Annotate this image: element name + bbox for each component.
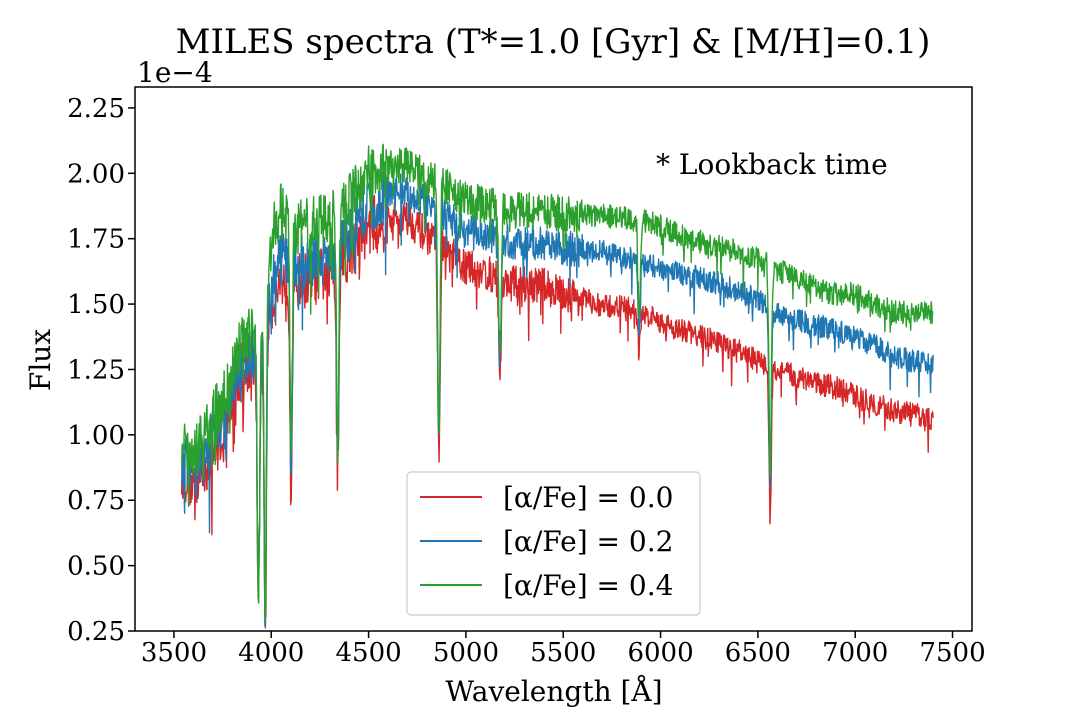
series-line <box>181 143 934 620</box>
x-tick-label: 7500 <box>919 638 985 668</box>
y-offset-label: 1e−4 <box>137 56 213 89</box>
x-tick-label: 6500 <box>725 638 791 668</box>
x-tick-label: 4000 <box>238 638 304 668</box>
legend-frame <box>406 471 701 616</box>
y-axis-label: Flux <box>24 329 57 391</box>
series-layer <box>181 143 934 629</box>
x-axis: 3500 4000 4500 5000 5500 6000 6500 7000 7500 <box>141 631 986 668</box>
plot-area <box>181 143 934 629</box>
y-tick-label: 2.25 <box>67 94 125 124</box>
y-tick-label: 1.25 <box>67 355 125 385</box>
x-tick-label: 4500 <box>335 638 401 668</box>
legend-label: [α/Fe] = 0.2 <box>503 525 673 558</box>
legend: [α/Fe] = 0.0 [α/Fe] = 0.2 [α/Fe] = 0.4 <box>406 471 701 616</box>
series-line <box>181 172 934 629</box>
y-tick-label: 1.00 <box>67 421 125 451</box>
x-tick-label: 3500 <box>141 638 207 668</box>
plot-frame <box>134 86 973 632</box>
y-axis: 0.25 0.50 0.75 1.00 1.25 1.50 1.75 2.00 2.25 <box>67 94 135 647</box>
y-tick-label: 1.50 <box>67 290 125 320</box>
annotation-lookback: * Lookback time <box>656 148 888 181</box>
y-tick-label: 0.25 <box>67 617 125 647</box>
chart-title: MILES spectra (T*=1.0 [Gyr] & [M/H]=0.1) <box>176 22 931 62</box>
legend-label: [α/Fe] = 0.4 <box>503 569 673 602</box>
y-tick-label: 2.00 <box>67 159 125 189</box>
series-line <box>181 194 934 627</box>
y-tick-label: 1.75 <box>67 225 125 255</box>
x-tick-label: 5500 <box>530 638 596 668</box>
y-tick-label: 0.75 <box>67 486 125 516</box>
x-axis-label: Wavelength [Å] <box>445 675 662 708</box>
x-tick-label: 6000 <box>627 638 693 668</box>
x-tick-label: 5000 <box>433 638 499 668</box>
y-tick-label: 0.50 <box>67 552 125 582</box>
legend-label: [α/Fe] = 0.0 <box>503 481 673 514</box>
x-tick-label: 7000 <box>822 638 888 668</box>
